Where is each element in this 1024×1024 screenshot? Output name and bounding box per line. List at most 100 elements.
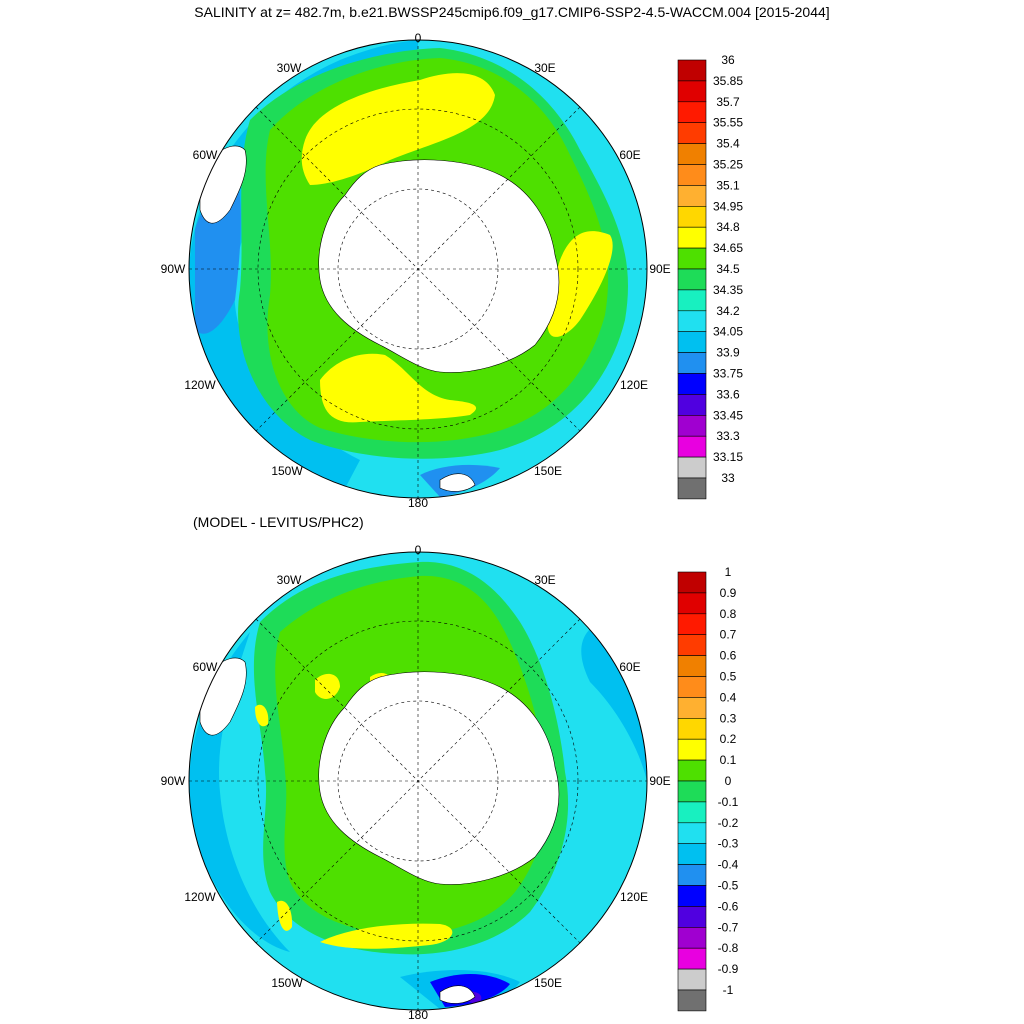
colorbar-swatch xyxy=(677,926,707,949)
colorbar-tick-label: -1 xyxy=(723,983,734,997)
colorbar-tick-label: 0.5 xyxy=(720,670,737,684)
colorbar-tick-label: 34.05 xyxy=(713,325,743,339)
colorbar-tick-label: 33.75 xyxy=(713,367,743,381)
colorbar-tick-label: 33 xyxy=(721,471,735,485)
colorbar-swatch xyxy=(677,592,707,615)
colorbar-tick-label: 33.45 xyxy=(713,408,743,422)
graticule xyxy=(189,552,647,1010)
lon-label: 180 xyxy=(408,1008,428,1022)
colorbar-swatch xyxy=(677,634,707,656)
difference-subtitle: (MODEL - LEVITUS/PHC2) xyxy=(193,514,364,530)
lon-label: 120W xyxy=(184,378,216,392)
colorbar-swatch xyxy=(677,247,707,270)
lon-label: 120W xyxy=(184,890,216,904)
map-boundary xyxy=(188,551,648,1011)
colorbar-tick-label: 33.15 xyxy=(713,450,743,464)
lon-label: 90W xyxy=(161,774,186,788)
lon-label: 150W xyxy=(271,976,303,990)
colorbar-swatch xyxy=(677,718,707,740)
colorbar-swatch xyxy=(677,885,707,907)
colorbar-tick-label: 34.35 xyxy=(713,283,743,297)
colorbar-swatch xyxy=(677,289,707,312)
lon-label: 30E xyxy=(534,573,555,587)
lon-label: 120E xyxy=(620,378,648,392)
colorbar-swatch xyxy=(677,206,707,228)
longitude-labels: 0 30E 60E 90E 120E 150E 180 150W 120W 90… xyxy=(161,543,671,1022)
colorbar-tick-label: 0.9 xyxy=(720,586,737,600)
colorbar-swatch xyxy=(677,80,707,103)
colorbar-tick-label: -0.9 xyxy=(718,962,739,976)
colorbar-tick-label: 35.4 xyxy=(716,137,740,151)
salinity-colorbar: 36 35.85 35.7 35.55 35.4 35.25 35.1 34.95 34.8 34… xyxy=(677,53,743,500)
colorbar-tick-label: 34.65 xyxy=(713,241,743,255)
colorbar-tick-label: -0.2 xyxy=(718,816,739,830)
colorbar-swatch xyxy=(677,655,707,677)
colorbar-swatch xyxy=(677,59,707,82)
colorbar-swatch xyxy=(677,164,707,186)
lon-label: 120E xyxy=(620,890,648,904)
lon-label: 0 xyxy=(415,543,422,557)
longitude-labels: 0 30E 60E 90E 120E 150E 180 150W 120W 90… xyxy=(161,31,671,510)
colorbar-swatch xyxy=(677,697,707,719)
lon-label: 60W xyxy=(193,660,218,674)
colorbar-tick-label: 0.2 xyxy=(720,732,737,746)
lon-label: 60E xyxy=(619,660,640,674)
colorbar-tick-label: 36 xyxy=(721,53,735,67)
colorbar-swatch xyxy=(677,843,707,865)
colorbar-tick-label: 35.85 xyxy=(713,74,743,88)
colorbar-swatch xyxy=(677,185,707,207)
lon-label: 90E xyxy=(649,262,670,276)
colorbar-tick-label: 33.6 xyxy=(716,387,740,401)
colorbar-swatch xyxy=(677,122,707,144)
colorbar-swatch xyxy=(677,352,707,374)
colorbar-tick-label: 0.6 xyxy=(720,649,737,663)
lon-label: 150W xyxy=(271,464,303,478)
lon-label: 90W xyxy=(161,262,186,276)
colorbar-swatch xyxy=(677,968,707,991)
colorbar-tick-label: 33.3 xyxy=(716,429,740,443)
colorbar-swatch xyxy=(677,101,707,124)
difference-map-panel: 0 30E 60E 90E 120E 150E 180 150W 120W 90… xyxy=(161,543,739,1022)
colorbar-tick-label: 0.7 xyxy=(720,628,737,642)
colorbar-tick-label: 35.55 xyxy=(713,116,743,130)
colorbar-swatch xyxy=(677,226,707,249)
graticule xyxy=(189,40,647,498)
colorbar-tick-label: 34.2 xyxy=(716,304,740,318)
colorbar-swatch xyxy=(677,676,707,698)
colorbar-swatch xyxy=(677,947,707,970)
colorbar-swatch xyxy=(677,613,707,636)
lon-label: 60W xyxy=(193,148,218,162)
map-boundary xyxy=(188,39,648,499)
lon-label: 150E xyxy=(534,464,562,478)
colorbar-tick-label: 35.25 xyxy=(713,158,743,172)
colorbar-swatch xyxy=(677,759,707,782)
colorbar-tick-label: 34.8 xyxy=(716,220,740,234)
colorbar-swatch xyxy=(677,906,707,928)
colorbar-tick-label: -0.6 xyxy=(718,899,739,913)
lon-label: 90E xyxy=(649,774,670,788)
colorbar-tick-label: 1 xyxy=(725,565,732,579)
lon-label: 30E xyxy=(534,61,555,75)
lon-label: 0 xyxy=(415,31,422,45)
colorbar-swatch xyxy=(677,331,707,353)
lon-label: 180 xyxy=(408,496,428,510)
colorbar-swatch xyxy=(677,738,707,761)
colorbar-swatch xyxy=(677,456,707,479)
colorbar-swatch xyxy=(677,394,707,416)
colorbar-swatch xyxy=(677,864,707,886)
colorbar-swatch xyxy=(677,822,707,844)
colorbar-swatch xyxy=(677,143,707,165)
colorbar-tick-label: 34.95 xyxy=(713,199,743,213)
colorbar-swatch xyxy=(677,477,707,500)
colorbar-swatch xyxy=(677,268,707,291)
colorbar-tick-label: -0.8 xyxy=(718,941,739,955)
colorbar-swatch xyxy=(677,780,707,803)
colorbar-tick-label: -0.7 xyxy=(718,920,739,934)
figure-title: SALINITY at z= 482.7m, b.e21.BWSSP245cmi… xyxy=(194,4,830,20)
colorbar-tick-label: -0.4 xyxy=(718,858,739,872)
colorbar-tick-label: -0.3 xyxy=(718,837,739,851)
lon-label: 30W xyxy=(277,61,302,75)
colorbar-tick-label: 0 xyxy=(725,774,732,788)
colorbar-swatch xyxy=(677,801,707,824)
salinity-map-panel: 0 30E 60E 90E 120E 150E 180 150W 120W 90… xyxy=(161,31,744,510)
